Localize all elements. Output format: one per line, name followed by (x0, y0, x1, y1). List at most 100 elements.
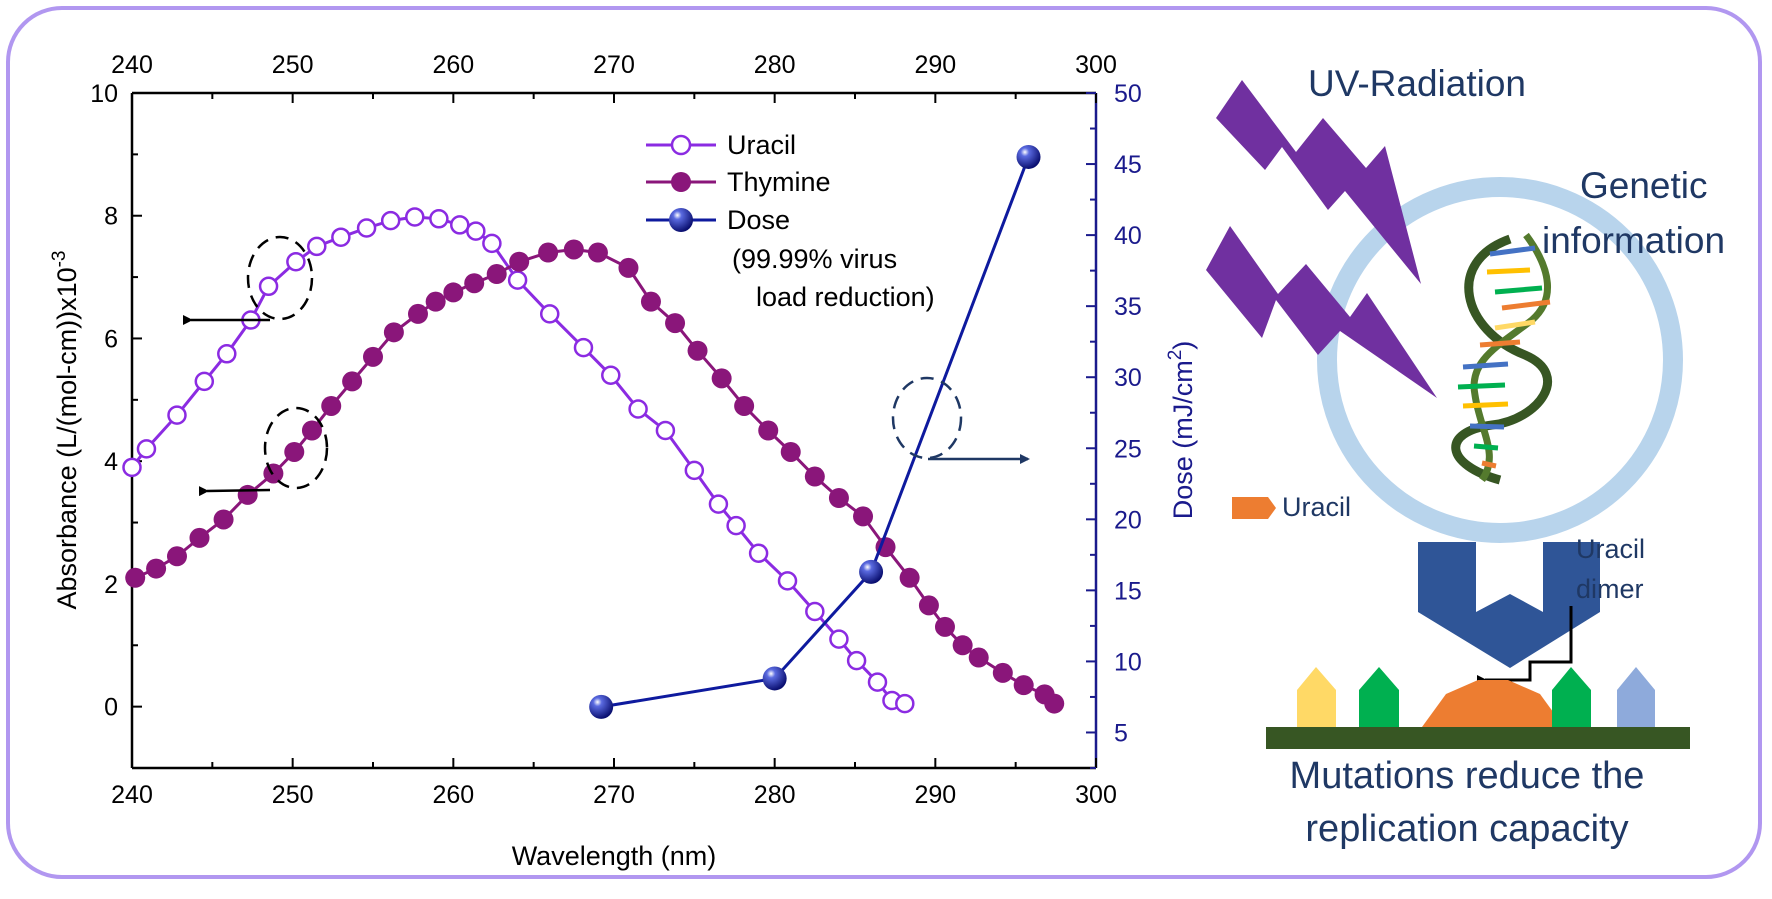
data-point-dose (589, 694, 614, 719)
axis-indicators (183, 235, 1030, 497)
base-yellow-icon (1297, 667, 1336, 727)
data-point-uracil (217, 344, 237, 364)
y-left-tick-label: 4 (104, 448, 118, 476)
x-tick-label: 270 (593, 781, 635, 809)
data-point-uracil (628, 399, 648, 419)
dna-rung (1462, 401, 1509, 409)
data-point-thymine (640, 291, 661, 312)
data-point-uracil (405, 207, 425, 227)
data-point-thymine (407, 303, 428, 324)
data-point-thymine (538, 242, 559, 263)
data-point-thymine (237, 484, 258, 505)
data-point-uracil (777, 571, 798, 591)
data-point-thymine (509, 251, 530, 272)
data-point-thymine (486, 264, 507, 285)
uracil-axis-circle (246, 235, 314, 321)
data-point-thymine (734, 395, 755, 416)
y-right-tick-label: 5 (1114, 719, 1128, 747)
uv-radiation-label: UV-Radiation (1308, 63, 1526, 104)
data-point-thymine (301, 420, 322, 441)
data-point-uracil (748, 543, 769, 563)
uracil-dimer-icon (1422, 680, 1564, 727)
dna-backbone-bar (1266, 727, 1690, 749)
uracil-legend-icon (1232, 497, 1276, 519)
y-axis-right-title: Dose (mJ/cm2) (1165, 341, 1198, 520)
dose-axis-circle (891, 376, 963, 460)
dna-rung (1489, 245, 1536, 257)
data-point-thymine (425, 291, 446, 312)
data-point-uracil (380, 210, 401, 231)
y-left-tick-label: 2 (104, 571, 118, 599)
data-point-thymine (918, 595, 939, 616)
data-point-uracil (573, 337, 594, 358)
legend-dose-label: Dose (727, 205, 790, 235)
data-point-thymine (875, 537, 896, 558)
data-point-thymine (758, 420, 779, 441)
x-axis-title: Wavelength (nm) (512, 841, 717, 871)
x-tick-label: 250 (272, 781, 314, 809)
y-right-tick-label: 10 (1114, 648, 1142, 676)
y-axis-right-title-end: ) (1168, 341, 1198, 350)
dna-strand-a (1451, 234, 1552, 485)
data-point-thymine (189, 527, 210, 548)
thymine-axis-arrow (198, 486, 271, 497)
data-point-thymine (934, 616, 955, 637)
dna-rung (1462, 361, 1509, 370)
genetic-label-2: information (1542, 220, 1725, 261)
x-top-tick-label: 290 (914, 51, 956, 79)
data-point-thymine (1013, 675, 1034, 696)
x-top-tick-label: 250 (272, 51, 314, 79)
y-right-tick-label: 50 (1114, 80, 1142, 108)
mutation-text-2: replication capacity (1305, 808, 1628, 850)
data-point-thymine (342, 371, 363, 392)
dna-helix-icon (1451, 232, 1552, 485)
data-point-thymine (687, 340, 708, 361)
data-point-thymine (464, 273, 485, 294)
y-right-tick-label: 30 (1114, 364, 1142, 392)
legend-note-2: load reduction) (756, 282, 935, 312)
legend-uracil-label: Uracil (727, 130, 796, 160)
dna-rung (1501, 299, 1551, 311)
data-point-thymine (146, 558, 167, 579)
x-top-tick-label: 240 (111, 51, 153, 79)
x-top-tick-label: 260 (432, 51, 474, 79)
data-point-uracil (331, 227, 351, 247)
y-left-tick-label: 8 (104, 203, 118, 231)
x-tick-label: 240 (111, 781, 153, 809)
data-point-uracil (867, 672, 888, 692)
data-point-thymine (992, 662, 1013, 683)
y-right-tick-label: 35 (1114, 293, 1142, 321)
data-point-uracil (805, 601, 825, 622)
x-top-tick-label: 270 (593, 51, 635, 79)
data-point-thymine (383, 322, 404, 343)
data-point-thymine (952, 635, 973, 656)
legend-uracil-marker (670, 134, 692, 156)
illustration: UV-Radiation Genetic information Uracil … (1206, 63, 1725, 850)
series-uracil (122, 207, 915, 714)
data-point-thymine (899, 567, 920, 588)
dimer-pointer-arrow (1477, 606, 1573, 685)
dna-strand-b (1470, 232, 1552, 483)
data-point-uracil (258, 276, 279, 297)
data-point-uracil (846, 650, 867, 671)
data-point-uracil (450, 215, 470, 235)
data-point-thymine (563, 239, 584, 260)
thymine-axis-circle (263, 406, 329, 490)
data-point-uracil (708, 494, 729, 514)
data-point-uracil (726, 515, 746, 536)
data-point-uracil (684, 460, 705, 481)
data-point-uracil (482, 233, 502, 254)
series-dose (589, 144, 1041, 719)
data-point-uracil (539, 304, 560, 324)
data-point-thymine (780, 441, 801, 462)
data-point-uracil (194, 371, 215, 392)
data-point-thymine (665, 313, 686, 334)
data-point-dose (859, 559, 884, 584)
legend-thymine-marker (671, 172, 691, 192)
data-point-uracil (122, 457, 142, 478)
y-right-tick-label: 25 (1114, 435, 1142, 463)
y-left-tick-label: 10 (90, 80, 118, 108)
mutation-text-1: Mutations reduce the (1290, 755, 1645, 797)
